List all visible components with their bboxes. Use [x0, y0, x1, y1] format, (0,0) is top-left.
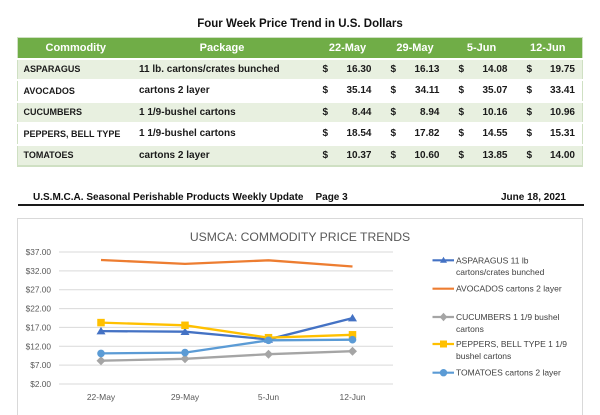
svg-text:TOMATOES cartons 2 layer: TOMATOES cartons 2 layer — [456, 368, 561, 378]
svg-text:ASPARAGUS 11 lb: ASPARAGUS 11 lb — [456, 255, 529, 265]
svg-text:5-Jun: 5-Jun — [258, 392, 280, 402]
svg-text:USMCA: COMMODITY PRICE TRENDS: USMCA: COMMODITY PRICE TRENDS — [190, 230, 410, 244]
svg-text:CUCUMBERS 1 1/9 bushel: CUCUMBERS 1 1/9 bushel — [456, 312, 560, 322]
svg-text:$32.00: $32.00 — [26, 266, 52, 276]
svg-text:$2.00: $2.00 — [30, 379, 51, 389]
svg-text:cartons/crates bunched: cartons/crates bunched — [456, 267, 545, 277]
svg-text:$17.00: $17.00 — [26, 322, 52, 332]
svg-text:$27.00: $27.00 — [26, 285, 52, 295]
svg-text:$22.00: $22.00 — [26, 304, 52, 314]
svg-text:PEPPERS, BELL TYPE 1 1/9: PEPPERS, BELL TYPE 1 1/9 — [456, 339, 567, 349]
svg-text:AVOCADOS cartons 2 layer: AVOCADOS cartons 2 layer — [456, 284, 562, 294]
svg-text:cartons: cartons — [456, 324, 484, 334]
svg-text:$12.00: $12.00 — [26, 341, 52, 351]
svg-text:$37.00: $37.00 — [26, 247, 52, 257]
svg-text:bushel cartons: bushel cartons — [456, 351, 511, 361]
svg-text:22-May: 22-May — [87, 392, 116, 402]
svg-text:29-May: 29-May — [171, 392, 200, 402]
svg-text:12-Jun: 12-Jun — [340, 392, 366, 402]
svg-text:$7.00: $7.00 — [30, 360, 51, 370]
